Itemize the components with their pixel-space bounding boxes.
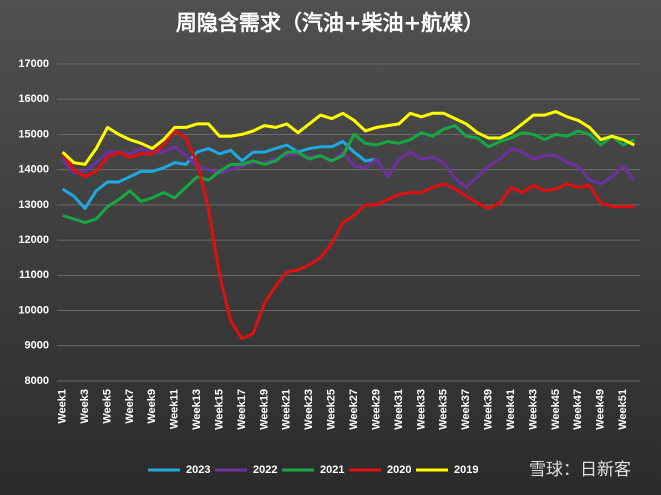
y-tick-label: 14000 <box>18 164 49 176</box>
x-tick-label: Week25 <box>326 389 338 430</box>
x-tick-label: Week13 <box>191 389 203 430</box>
x-tick-label: Week39 <box>483 389 495 430</box>
x-tick-label: Week45 <box>550 389 562 430</box>
x-tick-label: Week37 <box>460 389 472 430</box>
series-line <box>62 124 636 224</box>
legend-label: 2020 <box>387 464 411 476</box>
y-tick-label: 12000 <box>18 234 49 246</box>
y-tick-label: 10000 <box>18 304 49 316</box>
x-tick-label: Week5 <box>101 389 113 424</box>
x-tick-label: Week35 <box>438 389 450 430</box>
x-tick-label: Week23 <box>303 389 315 430</box>
series-line <box>61 129 635 341</box>
x-tick-label: Week31 <box>393 389 405 430</box>
x-tick-label: Week9 <box>146 389 158 424</box>
y-tick-label: 15000 <box>18 128 49 140</box>
x-tick-label: Week29 <box>370 389 382 430</box>
series-line <box>61 140 377 210</box>
x-tick-label: Week51 <box>617 389 629 430</box>
y-tick-label: 13000 <box>18 199 49 211</box>
legend-label: 2023 <box>186 464 210 476</box>
legend-label: 2019 <box>454 464 478 476</box>
x-tick-label: Week19 <box>258 389 270 430</box>
y-tick-label: 11000 <box>19 269 49 281</box>
x-tick-label: Week27 <box>348 389 360 430</box>
x-tick-label: Week21 <box>281 389 293 430</box>
x-tick-label: Week11 <box>169 389 181 429</box>
x-tick-label: Week17 <box>236 389 248 430</box>
y-tick-label: 9000 <box>25 340 49 352</box>
series-line <box>61 110 636 166</box>
x-tick-label: Week47 <box>572 389 584 430</box>
y-tick-label: 16000 <box>18 93 49 105</box>
legend-label: 2022 <box>253 464 277 476</box>
x-tick-label: Week1 <box>57 389 69 424</box>
y-tick-label: 8000 <box>25 375 49 387</box>
watermark: 雪球：日新客 <box>529 460 631 480</box>
y-tick-label: 17000 <box>18 58 49 70</box>
x-tick-label: Week33 <box>415 389 427 430</box>
x-tick-label: Week3 <box>79 389 91 424</box>
chart-title: 周隐含需求（汽油+柴油+航煤） <box>176 11 484 35</box>
legend-label: 2021 <box>320 464 344 476</box>
x-tick-label: Week49 <box>595 389 607 430</box>
x-tick-label: Week41 <box>505 389 517 430</box>
x-tick-label: Week43 <box>527 389 539 430</box>
x-tick-label: Week7 <box>124 389 136 424</box>
series-line <box>61 145 636 189</box>
x-tick-label: Week15 <box>213 389 225 430</box>
